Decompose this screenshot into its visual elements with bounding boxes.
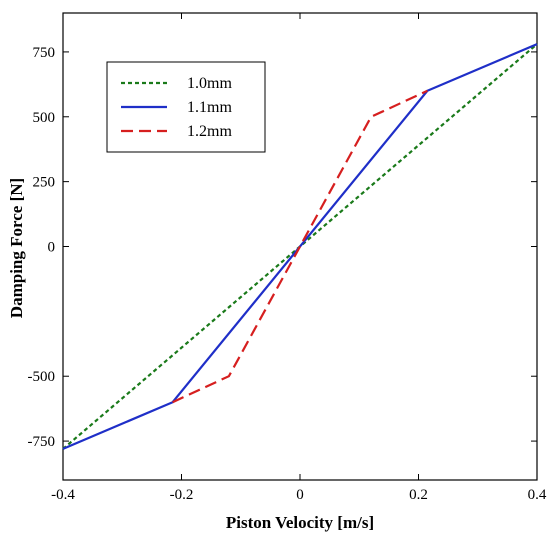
legend-label: 1.0mm [187, 75, 232, 92]
y-tick-label: 750 [33, 45, 56, 61]
y-tick-label: 0 [48, 240, 56, 256]
y-tick-label: 250 [33, 175, 56, 191]
legend-label: 1.1mm [187, 99, 232, 116]
y-axis-title: Damping Force [N] [7, 178, 26, 318]
x-tick-label: 0.4 [528, 487, 547, 503]
x-tick-label: -0.4 [51, 487, 75, 503]
legend-label: 1.2mm [187, 123, 232, 140]
y-tick-label: -750 [28, 434, 56, 450]
x-tick-label: -0.2 [170, 487, 194, 503]
series-line-1.2mm [172, 89, 428, 404]
x-tick-label: 0.2 [409, 487, 428, 503]
legend: 1.0mm 1.1mm 1.2mm [106, 61, 266, 153]
axis-ticks: -0.4 -0.2 0 0.2 0.4 -750 -500 0 250 500 750 [28, 13, 547, 503]
y-tick-label: 500 [33, 110, 56, 126]
series-lines [62, 43, 538, 450]
y-tick-label: -500 [28, 369, 56, 385]
x-tick-label: 0 [296, 487, 304, 503]
x-axis-title: Piston Velocity [m/s] [226, 513, 374, 532]
